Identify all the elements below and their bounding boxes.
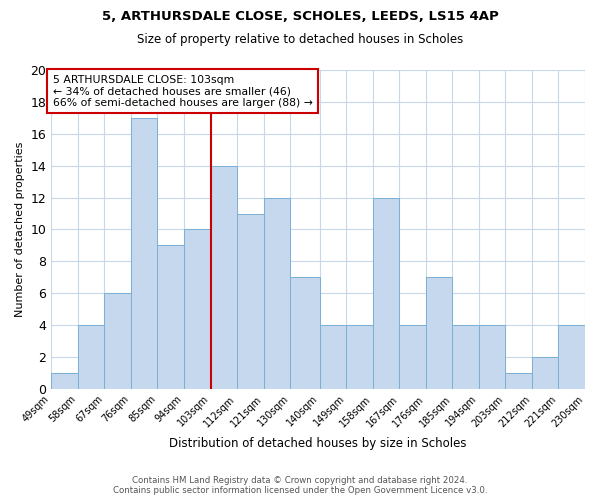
Bar <box>559 325 585 389</box>
Bar <box>452 325 479 389</box>
Bar <box>346 325 373 389</box>
Bar <box>184 230 211 389</box>
Text: Contains HM Land Registry data © Crown copyright and database right 2024.
Contai: Contains HM Land Registry data © Crown c… <box>113 476 487 495</box>
Bar <box>373 198 399 389</box>
Bar <box>532 357 559 389</box>
Bar <box>104 293 131 389</box>
Text: 5 ARTHURSDALE CLOSE: 103sqm
← 34% of detached houses are smaller (46)
66% of sem: 5 ARTHURSDALE CLOSE: 103sqm ← 34% of det… <box>53 75 313 108</box>
Bar <box>505 373 532 389</box>
Bar <box>237 214 263 389</box>
Bar <box>131 118 157 389</box>
Bar <box>479 325 505 389</box>
Bar <box>290 278 320 389</box>
Bar <box>263 198 290 389</box>
Text: 5, ARTHURSDALE CLOSE, SCHOLES, LEEDS, LS15 4AP: 5, ARTHURSDALE CLOSE, SCHOLES, LEEDS, LS… <box>101 10 499 23</box>
Bar <box>320 325 346 389</box>
Bar <box>51 373 78 389</box>
Y-axis label: Number of detached properties: Number of detached properties <box>15 142 25 317</box>
Text: Size of property relative to detached houses in Scholes: Size of property relative to detached ho… <box>137 32 463 46</box>
Bar <box>157 246 184 389</box>
Bar <box>426 278 452 389</box>
Bar <box>399 325 426 389</box>
X-axis label: Distribution of detached houses by size in Scholes: Distribution of detached houses by size … <box>169 437 467 450</box>
Bar <box>78 325 104 389</box>
Bar <box>211 166 237 389</box>
